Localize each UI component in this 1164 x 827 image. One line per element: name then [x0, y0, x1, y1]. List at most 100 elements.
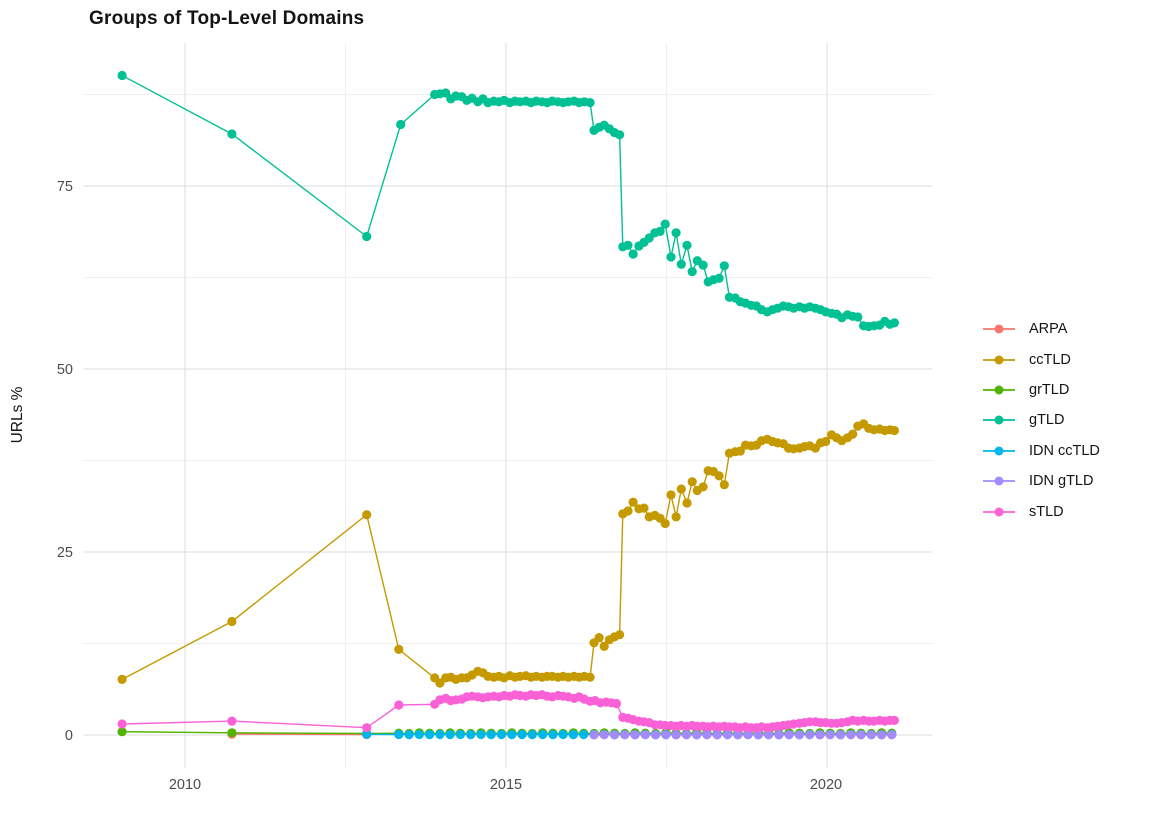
- legend-key-dot: [994, 507, 1004, 517]
- data-point: [671, 228, 681, 238]
- data-point: [404, 730, 414, 740]
- data-point: [466, 730, 476, 740]
- series-line: [121, 423, 895, 684]
- data-point: [848, 429, 858, 439]
- legend-label: ccTLD: [1029, 351, 1071, 368]
- data-point: [687, 267, 697, 277]
- data-point: [630, 730, 640, 740]
- series-ARPA: [227, 729, 372, 740]
- data-point: [698, 482, 708, 492]
- data-point: [733, 730, 743, 740]
- y-axis-title: URLs %: [9, 386, 26, 443]
- legend: ARPA ccTLD grTLD gTLD IDN ccTLD IDN gTLD sTLD: [982, 314, 1100, 527]
- data-point: [414, 729, 424, 740]
- data-point: [362, 723, 372, 733]
- data-point: [609, 730, 620, 740]
- y-tick-label-75: 75: [57, 179, 73, 195]
- data-point: [666, 252, 676, 262]
- legend-item-sTLD: sTLD: [982, 496, 1100, 526]
- data-point: [887, 730, 897, 740]
- data-point: [805, 730, 815, 740]
- data-point: [117, 674, 127, 685]
- data-point: [615, 630, 625, 640]
- data-point: [568, 730, 579, 740]
- legend-label: ARPA: [1029, 321, 1068, 338]
- data-point: [362, 510, 372, 520]
- data-point: [394, 700, 404, 710]
- legend-key-icon: [983, 415, 1015, 425]
- data-point: [687, 477, 697, 487]
- x-tick-label-2010: 2010: [169, 777, 201, 793]
- data-point: [743, 730, 753, 740]
- legend-key-icon: [983, 507, 1015, 517]
- data-point: [585, 672, 595, 682]
- data-point: [853, 312, 863, 322]
- y-tick-label-0: 0: [65, 728, 73, 744]
- data-point: [435, 729, 445, 740]
- series-line: [122, 731, 892, 735]
- data-point: [714, 273, 724, 283]
- data-point: [835, 730, 846, 740]
- data-point: [682, 498, 692, 508]
- data-point: [445, 730, 455, 740]
- legend-item-gTLD: gTLD: [982, 405, 1100, 435]
- data-point: [676, 484, 686, 494]
- data-point: [496, 729, 507, 740]
- data-point: [507, 730, 517, 740]
- x-tick-label-2015: 2015: [490, 777, 522, 793]
- legend-label: IDN ccTLD: [1029, 442, 1100, 459]
- data-point: [394, 644, 404, 655]
- legend-key-dot: [994, 355, 1004, 365]
- legend-label: gTLD: [1029, 412, 1065, 429]
- data-point: [486, 730, 496, 740]
- data-point: [889, 715, 900, 726]
- y-tick-label-25: 25: [57, 545, 73, 561]
- data-point: [698, 260, 708, 270]
- chart-title: Groups of Top-Level Domains: [89, 8, 365, 29]
- data-point: [784, 730, 794, 740]
- legend-item-grTLD: grTLD: [982, 375, 1100, 405]
- data-point: [585, 98, 595, 108]
- data-point: [714, 471, 724, 481]
- data-point: [889, 425, 900, 436]
- data-point: [794, 730, 805, 740]
- legend-key-icon: [983, 476, 1015, 486]
- data-point: [889, 318, 900, 328]
- data-point: [628, 249, 638, 259]
- series-sTLD: [117, 690, 900, 733]
- data-point: [594, 633, 604, 643]
- legend-item-ccTLD: ccTLD: [982, 344, 1100, 374]
- legend-key-dot: [994, 446, 1004, 456]
- legend-key-icon: [983, 324, 1015, 334]
- gridlines: [83, 43, 932, 768]
- data-point: [825, 730, 835, 740]
- data-point: [615, 130, 625, 140]
- data-point: [628, 497, 638, 507]
- data-point: [362, 231, 372, 242]
- legend-item-ARPA: ARPA: [982, 314, 1100, 344]
- y-tick-label-50: 50: [57, 362, 73, 378]
- data-point: [815, 730, 825, 740]
- data-point: [681, 730, 692, 740]
- data-point: [660, 219, 670, 229]
- data-point: [227, 616, 237, 627]
- data-point: [651, 730, 661, 740]
- data-point: [396, 119, 406, 130]
- data-point: [660, 518, 670, 529]
- data-point: [611, 698, 622, 709]
- data-point: [548, 730, 558, 740]
- data-point: [599, 641, 609, 652]
- data-point: [558, 729, 568, 740]
- legend-key-dot: [994, 415, 1004, 425]
- data-point: [227, 728, 237, 738]
- data-point: [722, 730, 733, 740]
- data-point: [117, 70, 127, 81]
- data-point: [227, 129, 237, 139]
- data-point: [692, 730, 702, 740]
- data-point: [676, 259, 686, 269]
- x-tick-label-2020: 2020: [810, 777, 842, 793]
- data-point: [579, 729, 589, 740]
- data-point: [856, 730, 866, 740]
